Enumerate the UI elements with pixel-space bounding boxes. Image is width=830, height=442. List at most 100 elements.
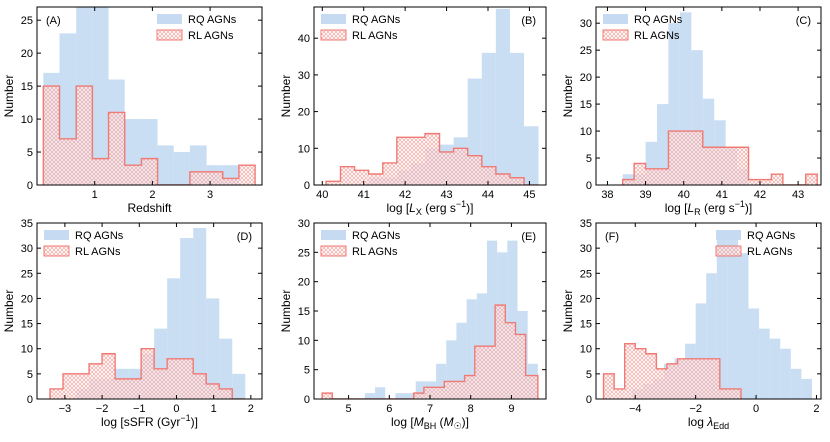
y-tick-label: 0 <box>586 180 592 192</box>
panel-tag-e: (E) <box>521 231 536 243</box>
y-tick-label: 5 <box>27 369 33 381</box>
x-tick-label: 2 <box>248 403 254 415</box>
x-tick-label: −1 <box>133 403 146 415</box>
y-tick-label: 30 <box>298 70 310 82</box>
x-tick-label: 8 <box>468 403 474 415</box>
rl-bar <box>725 147 738 185</box>
y-tick-label: 25 <box>21 15 33 27</box>
y-tick-label: 5 <box>27 147 33 159</box>
x-tick-label: 39 <box>639 189 651 201</box>
y-tick-label: 0 <box>304 180 310 192</box>
rl-legend-label: RL AGNs <box>634 30 680 42</box>
x-tick-label: 7 <box>427 403 433 415</box>
x-tick-label: 1 <box>211 403 217 415</box>
rl-agn-series-d <box>49 348 246 399</box>
legend-d: RQ AGNs RL AGNs <box>43 230 124 258</box>
rq-bar <box>232 373 246 399</box>
y-axis-label-f: Number <box>561 290 575 333</box>
rl-bar <box>645 353 657 399</box>
rq-bar <box>524 126 539 185</box>
rl-bar <box>525 375 538 399</box>
rl-legend-swatch <box>602 29 629 41</box>
rl-bar <box>624 343 636 399</box>
rl-bar <box>108 112 125 185</box>
rl-bar <box>322 393 333 399</box>
rq-legend-swatch <box>157 14 182 24</box>
rq-bar <box>801 378 812 399</box>
rl-bar <box>368 173 383 185</box>
x-axis-label-b: log [LX (erg s−1)] <box>386 199 473 217</box>
x-tick-label: 40 <box>316 189 328 201</box>
rq-bar <box>695 303 707 399</box>
rl-bar <box>453 148 468 185</box>
y-tick-label: 25 <box>580 268 592 280</box>
ticks-b: 40 41 42 43 44 45 0 10 20 30 40 <box>298 7 546 201</box>
legend-e: RQ AGNs RL AGNs <box>320 230 401 258</box>
y-tick-label: 25 <box>580 45 592 57</box>
rl-bar <box>154 368 168 399</box>
rq-legend-label: RQ AGNs <box>634 14 683 26</box>
rq-bar <box>706 273 717 399</box>
rl-bar <box>666 363 678 399</box>
y-tick-label: 10 <box>580 344 592 356</box>
rl-bar <box>622 179 635 185</box>
rq-bar <box>456 322 467 399</box>
rl-bar <box>635 348 646 399</box>
rl-bar <box>43 86 60 185</box>
x-tick-label: 1 <box>92 189 98 201</box>
rl-bar <box>115 378 129 399</box>
y-tick-label: 30 <box>580 243 592 255</box>
panel-c: 38 39 40 41 42 43 0 5 10 15 20 25 30 log [LR (erg s−1… <box>561 6 822 217</box>
rl-agn-series-a <box>42 85 256 185</box>
rl-legend-swatch <box>320 29 347 41</box>
rq-bar <box>737 253 749 399</box>
x-tick-label: 9 <box>508 403 514 415</box>
y-tick-label: 20 <box>580 72 592 84</box>
rq-bar <box>395 393 406 399</box>
axes-frame-f <box>595 222 822 400</box>
panel-tag-a: (A) <box>46 15 61 27</box>
rq-bar <box>405 393 416 399</box>
y-tick-label: 5 <box>586 153 592 165</box>
rl-bar <box>50 388 64 399</box>
rl-bar <box>464 375 475 399</box>
rl-outline <box>49 348 246 399</box>
rl-bar <box>737 147 749 185</box>
y-tick-label: 35 <box>21 218 33 230</box>
rl-bar <box>805 174 818 185</box>
y-tick-label: 25 <box>21 268 33 280</box>
y-tick-label: 15 <box>298 306 310 318</box>
y-tick-label: 30 <box>580 18 592 30</box>
rl-bar <box>206 171 223 185</box>
rq-bar <box>657 104 669 185</box>
plot-area-e <box>321 240 539 399</box>
rl-bar <box>702 147 715 185</box>
rl-bar <box>679 131 692 185</box>
rl-bar <box>603 373 615 399</box>
rl-bar <box>76 373 90 399</box>
x-tick-label: 45 <box>523 189 535 201</box>
y-axis-label-e: Number <box>279 290 293 333</box>
y-tick-label: 40 <box>298 33 310 45</box>
rl-bar <box>76 86 93 185</box>
rl-bar <box>688 358 699 399</box>
rl-bar <box>141 348 155 399</box>
rq-bar <box>173 152 190 185</box>
rl-bar <box>238 165 256 185</box>
rq-bar <box>466 299 477 399</box>
rq-legend-swatch <box>321 14 346 24</box>
x-axis-label-a: Redshift <box>127 201 172 215</box>
rl-bar <box>495 305 506 399</box>
x-tick-label: 0 <box>753 403 759 415</box>
panel-tag-b: (B) <box>521 15 536 27</box>
rl-outline <box>325 132 539 185</box>
x-tick-label: −4 <box>629 403 642 415</box>
plot-area-d <box>49 228 246 399</box>
rl-bar <box>222 178 239 185</box>
x-axis-label-c: log [LR (erg s−1)] <box>665 199 753 217</box>
rq-bar <box>507 240 518 399</box>
